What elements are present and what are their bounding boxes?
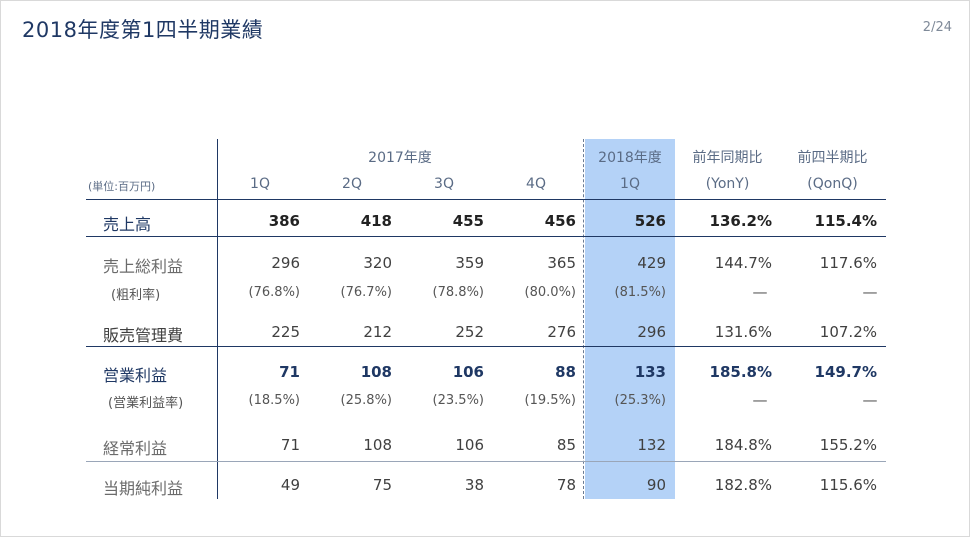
header-1q: 1Q	[250, 176, 270, 192]
table-cell: 418	[360, 212, 392, 230]
table-cell-yoy: —	[752, 391, 768, 409]
header-2017-group: 2017年度	[368, 150, 432, 166]
table-cell: 359	[455, 254, 484, 272]
table-cell: (25.3%)	[614, 393, 666, 408]
row-label-sales: 売上高	[103, 215, 152, 234]
table-cell: 106	[452, 363, 484, 381]
row-label-ordinary-income: 経常利益	[103, 439, 168, 458]
table-cell: 252	[455, 323, 484, 341]
row-label-operating-margin: (営業利益率)	[108, 396, 184, 411]
table-cell: (80.0%)	[524, 285, 576, 300]
table-cell: 108	[363, 436, 392, 454]
table-cell-yoy: 131.6%	[714, 323, 772, 341]
page-number: 2/24	[922, 20, 952, 35]
row-label-gross-profit: 売上総利益	[103, 257, 184, 276]
header-rule	[86, 199, 886, 200]
table-cell: (81.5%)	[614, 285, 666, 300]
header-2q: 2Q	[342, 176, 362, 192]
table-cell-yoy: 182.8%	[714, 476, 772, 494]
header-qoq: 前四半期比	[797, 150, 868, 166]
header-2018-1q: 1Q	[620, 176, 640, 192]
header-4q: 4Q	[526, 176, 546, 192]
table-cell: 455	[452, 212, 484, 230]
unit-label: (単位:百万円)	[88, 180, 156, 193]
table-cell-yoy: 136.2%	[709, 212, 772, 230]
table-cell: 296	[271, 254, 300, 272]
table-cell: 225	[271, 323, 300, 341]
table-cell-qoq: 107.2%	[819, 323, 877, 341]
table-cell: (23.5%)	[432, 393, 484, 408]
table-cell-qoq: 155.2%	[819, 436, 877, 454]
table-cell-qoq: 115.6%	[819, 476, 877, 494]
header-3q: 3Q	[434, 176, 454, 192]
table-cell: 320	[363, 254, 392, 272]
table-cell: 49	[280, 476, 300, 494]
table-cell: (18.5%)	[248, 393, 300, 408]
table-cell-yoy: 144.7%	[714, 254, 772, 272]
table-cell-qoq: —	[862, 283, 878, 301]
table-cell-qoq: —	[862, 391, 878, 409]
table-cell: 71	[280, 436, 300, 454]
table-cell: 133	[634, 363, 666, 381]
table-cell-yoy: 185.8%	[709, 363, 772, 381]
table-cell: 296	[637, 323, 666, 341]
row-label-net-income: 当期純利益	[103, 479, 184, 498]
table-cell: 78	[556, 476, 576, 494]
table-cell-qoq: 149.7%	[814, 363, 877, 381]
row-rule	[86, 346, 886, 347]
table-cell: 386	[268, 212, 300, 230]
table-cell: 212	[363, 323, 392, 341]
header-yoy-sub: (YonY)	[705, 176, 750, 192]
table-cell: (78.8%)	[432, 285, 484, 300]
table-cell: 85	[556, 436, 576, 454]
table-cell: 526	[634, 212, 666, 230]
table-cell: 106	[455, 436, 484, 454]
header-yoy: 前年同期比	[692, 150, 763, 166]
table-cell: 71	[279, 363, 300, 381]
table-cell-qoq: 117.6%	[819, 254, 877, 272]
row-rule	[86, 236, 886, 237]
header-2018-group: 2018年度	[598, 150, 662, 166]
table-cell: 108	[360, 363, 392, 381]
table-cell: 456	[544, 212, 576, 230]
table-cell: 38	[464, 476, 484, 494]
year-divider	[583, 139, 584, 499]
table-cell-yoy: —	[752, 283, 768, 301]
table-cell: 90	[646, 476, 666, 494]
table-cell: 132	[637, 436, 666, 454]
table-cell: (25.8%)	[340, 393, 392, 408]
page-title: 2018年度第1四半期業績	[22, 18, 264, 42]
label-divider	[217, 139, 218, 499]
row-label-sga: 販売管理費	[103, 326, 184, 345]
table-cell-yoy: 184.8%	[714, 436, 772, 454]
header-qoq-sub: (QonQ)	[807, 176, 858, 192]
row-label-operating-income: 営業利益	[103, 366, 168, 385]
table-cell: 88	[555, 363, 576, 381]
table-cell: (76.7%)	[340, 285, 392, 300]
table-cell: 75	[372, 476, 392, 494]
row-rule	[86, 461, 886, 462]
table-cell: (19.5%)	[524, 393, 576, 408]
table-cell: 429	[637, 254, 666, 272]
row-label-gross-margin: (粗利率)	[111, 288, 161, 303]
table-cell: 276	[547, 323, 576, 341]
table-cell: 365	[547, 254, 576, 272]
table-cell: (76.8%)	[248, 285, 300, 300]
table-cell-qoq: 115.4%	[814, 212, 877, 230]
